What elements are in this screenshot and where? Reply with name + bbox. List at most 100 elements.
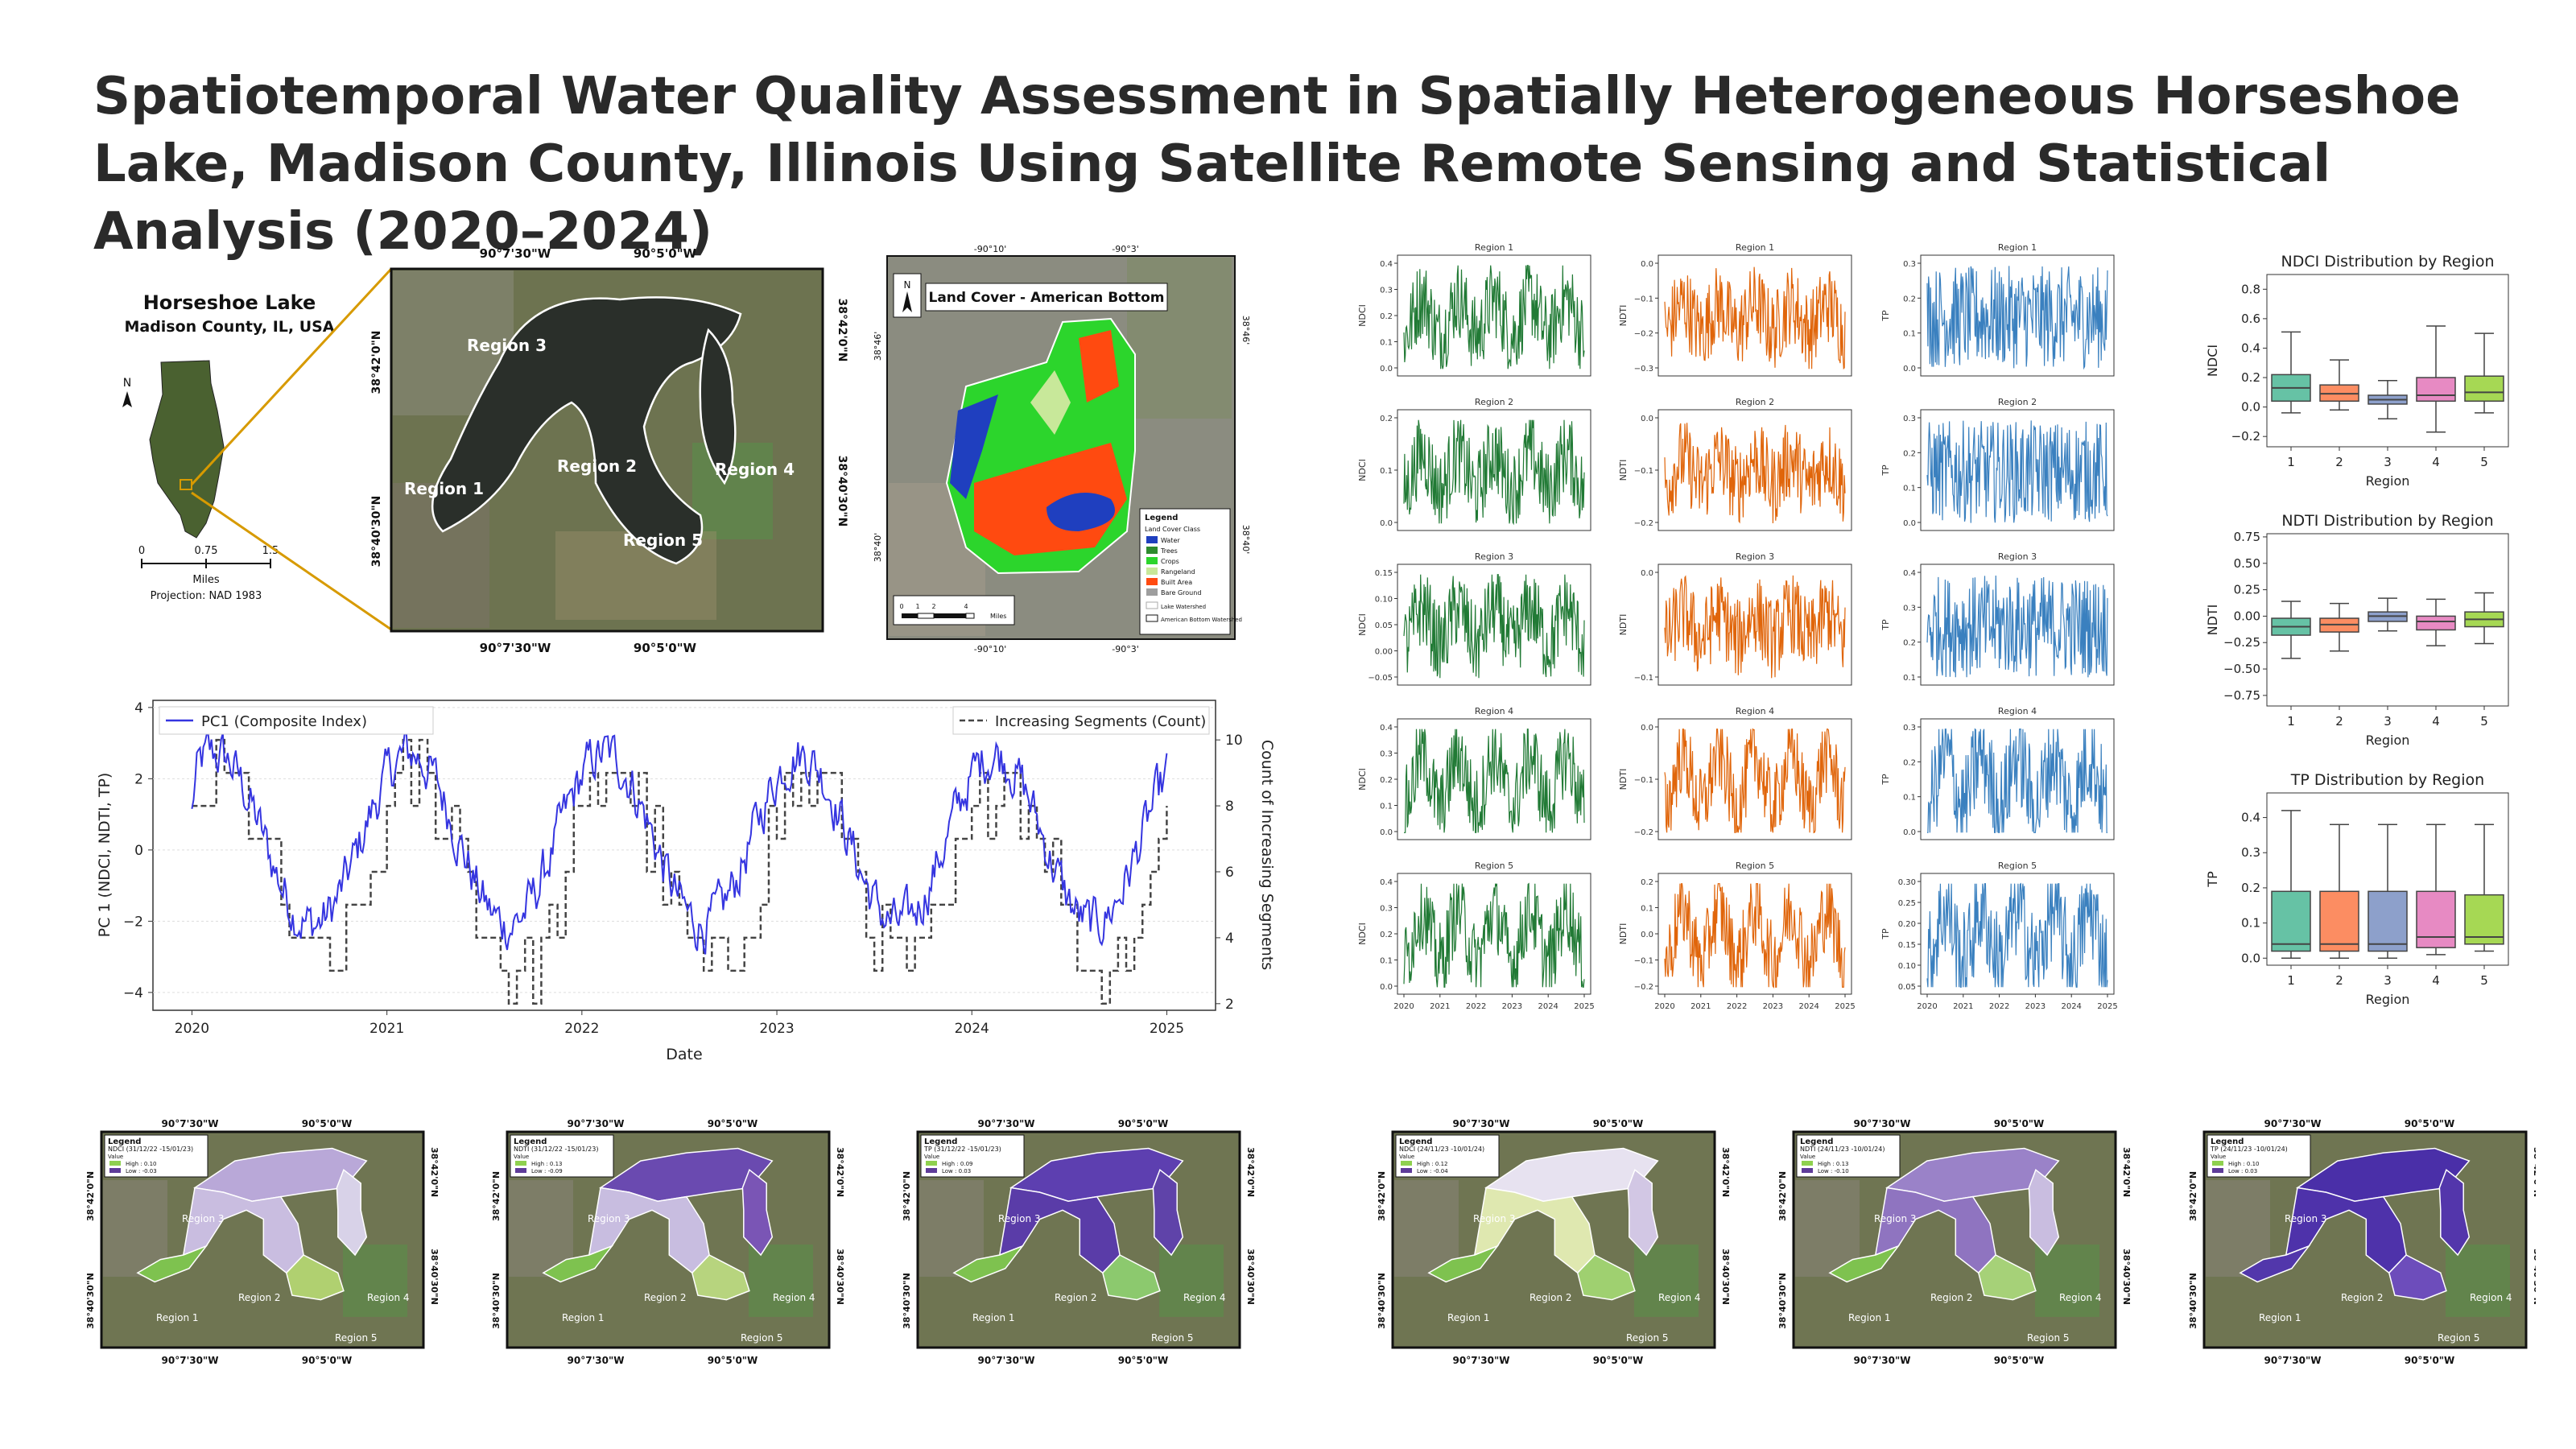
pca-ytick-left: −4 — [123, 985, 143, 1001]
panel-ytick: 0.20 — [1898, 920, 1916, 929]
region-label: Region 1 — [972, 1312, 1015, 1323]
increasing-segments-line — [192, 738, 1168, 1005]
mini-map-legend — [2207, 1134, 2311, 1178]
region-label: Region 4 — [715, 460, 795, 479]
timeseries-line — [1403, 265, 1585, 369]
region-label: Region 2 — [2341, 1292, 2384, 1303]
legend-swatch — [1146, 557, 1158, 564]
pca-ytick-right: 8 — [1225, 799, 1234, 815]
timeseries-line — [1403, 882, 1585, 988]
region-label: Region 4 — [2470, 1292, 2512, 1303]
boxplot-xtick: 3 — [2384, 973, 2392, 988]
map-tick: 38°42'0"N — [836, 298, 848, 361]
panel-ytick: 0.3 — [1903, 415, 1916, 423]
boxplot-xtick: 3 — [2384, 455, 2392, 469]
boxplot-chart: NDCI Distribution by Region 0.8 0.6 0.4 0.2 0… — [2205, 253, 2509, 489]
legend-text: Value — [1399, 1154, 1414, 1160]
panel-ytick: 0.0 — [1380, 983, 1393, 992]
map-tick: 38°40'30"N — [1720, 1249, 1731, 1305]
lake-region-1 — [952, 1245, 1025, 1283]
timeseries-panel: Region 2 NDTI 0.0 −0.1 −0.2 — [1618, 397, 1852, 531]
region-label: Region 3 — [998, 1213, 1041, 1224]
timeseries-panel: Region 1 NDTI 0.0 −0.1 −0.2 −0.3 — [1618, 242, 1852, 377]
region-label: Region 4 — [367, 1292, 410, 1303]
map-tick: 38°42'0"N — [85, 1171, 96, 1221]
legend-high: High : 0.09 — [942, 1161, 972, 1167]
legend-subtitle: Land Cover Class — [1145, 526, 1200, 533]
lake-region-5 — [1977, 1254, 2037, 1301]
lake-region-1 — [542, 1245, 614, 1283]
map-tick: 38°40'30"N — [1377, 1273, 1387, 1329]
legend-text: Value — [514, 1154, 529, 1160]
region-label: Region 1 — [404, 479, 484, 498]
map-tick: 90°5'0"W — [1994, 1355, 2045, 1366]
map-tick: 90°7'30"W — [1854, 1118, 1911, 1129]
legend-text: Value — [924, 1154, 939, 1160]
map-tick: 38°40'30"N — [902, 1273, 912, 1329]
boxplot-ylabel: NDCI — [2205, 345, 2220, 377]
projection-text: Projection: NAD 1983 — [151, 590, 262, 602]
lake-region-4 — [336, 1168, 368, 1257]
lake-region-2 — [998, 1187, 1121, 1274]
panel-xtick: 2023 — [1502, 1002, 1522, 1011]
study-area-map: 90°7'30"W 90°5'0"W 90°7'30"W 90°5'0"W 38… — [370, 246, 848, 655]
legend-entry: Rangeland — [1161, 568, 1195, 576]
pca-chart: 4 2 0 −2 −4 10 8 6 4 2 2020 2021 2022 2023 2024 2025 PC… — [96, 700, 1276, 1063]
panel-ytick: 0.10 — [1375, 596, 1393, 605]
boxplot-box — [2416, 615, 2456, 631]
legend-text: Legend — [108, 1137, 141, 1146]
timeseries-panel: Region 1 NDCI 0.4 0.3 0.2 0.1 0.0 — [1357, 242, 1591, 377]
panel-ytick: 0.0 — [1380, 365, 1393, 374]
locator-title: Horseshoe Lake — [143, 291, 316, 314]
panel-ytick: 0.2 — [1903, 639, 1916, 648]
panel-xtick: 2020 — [1917, 1002, 1937, 1011]
panel-ytick: 0.2 — [1903, 295, 1916, 303]
map-tick: 38°42'0"N — [429, 1147, 440, 1197]
map-tick: 90°7'30"W — [162, 1355, 219, 1366]
scale-tick: 0.75 — [195, 545, 218, 557]
scale-unit: Miles — [990, 613, 1006, 620]
panel-ytick: −0.1 — [1634, 776, 1653, 785]
panel-xtick: 2022 — [1989, 1002, 2009, 1011]
mini-map-legend — [510, 1134, 614, 1178]
boxplot-xtick: 4 — [2432, 714, 2440, 729]
panel-ylabel: TP — [1880, 928, 1891, 940]
boxplot-xtick: 5 — [2480, 714, 2488, 729]
boxplot-xtick: 1 — [2287, 973, 2295, 988]
boxplot-ylabel: TP — [2205, 871, 2220, 888]
lake-region-4 — [1627, 1168, 1659, 1257]
pca-ylabel-right: Count of Increasing Segments — [1258, 740, 1276, 970]
boxplot-xtick: 5 — [2480, 973, 2488, 988]
legend-text: NDCI (24/11/23 -10/01/24) — [1399, 1146, 1484, 1153]
panel-ylabel: TP — [1880, 619, 1891, 631]
map-tick: 38°42'0"N — [491, 1171, 502, 1221]
lake-region-2 — [2285, 1187, 2407, 1274]
map-tick: 38°46' — [873, 332, 883, 361]
map-tick: 90°7'30"W — [1854, 1355, 1911, 1366]
boxplot-xlabel: Region — [2366, 473, 2410, 489]
legend-swatch — [1146, 568, 1158, 575]
boxplot-ytick: 0.3 — [2241, 845, 2260, 860]
timeseries-line — [1926, 420, 2108, 523]
boxplot-xtick: 2 — [2335, 714, 2343, 729]
region-label: Region 5 — [2438, 1332, 2480, 1344]
panel-ytick: −0.05 — [1368, 674, 1393, 683]
panel-ytick: 0.2 — [1380, 312, 1393, 321]
panel-ytick: 0.1 — [1903, 485, 1916, 493]
map-tick: 90°7'30"W — [978, 1118, 1035, 1129]
mini-map: 90°7'30"W 90°5'0"W 90°7'30"W 90°5'0"W 38°42'… — [2188, 1118, 2536, 1366]
map-tick: 90°5'0"W — [708, 1355, 758, 1366]
region-label: Region 4 — [2059, 1292, 2102, 1303]
lake-outline — [431, 296, 742, 565]
boxplot-ytick: 0.50 — [2234, 556, 2260, 571]
boxplot-ytick: 0.2 — [2241, 881, 2260, 895]
panel-ytick: −0.1 — [1634, 674, 1653, 683]
map-tick: 38°40'30"N — [85, 1273, 96, 1329]
map-tick: 90°7'30"W — [162, 1118, 219, 1129]
panel-ytick: 0.00 — [1375, 648, 1393, 657]
panel-ytick: −0.2 — [1634, 330, 1653, 339]
legend-swatch — [1146, 547, 1158, 554]
boxplot-xtick: 5 — [2480, 455, 2488, 469]
north-arrow-label: N — [123, 377, 131, 390]
north-arrow-icon — [122, 391, 132, 407]
